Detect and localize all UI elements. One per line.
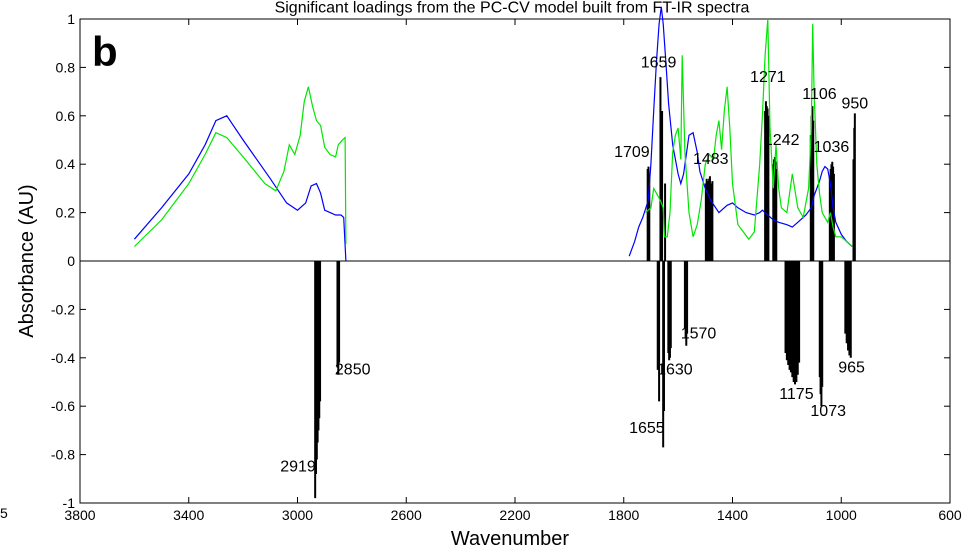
y-tick-label: 0.6 xyxy=(56,108,76,124)
peak-label: 2850 xyxy=(335,362,371,379)
x-tick-label: 2600 xyxy=(391,507,422,523)
peak-label: 1106 xyxy=(802,86,837,103)
chart-title: Significant loadings from the PC-CV mode… xyxy=(275,0,750,16)
y-tick-label: -1 xyxy=(63,495,76,511)
peak-label: 1242 xyxy=(764,132,800,149)
y-tick-label: -0.8 xyxy=(51,447,75,463)
peak-label: 1659 xyxy=(641,54,677,71)
x-axis-label: Wavenumber xyxy=(451,528,570,550)
x-axis: 3800 3400 3000 2600 2200 1800 1400 1000 600 xyxy=(64,19,962,523)
y-tick-label: -0.6 xyxy=(51,398,75,414)
peak-label: 1175 xyxy=(779,386,814,403)
x-tick-label: 2200 xyxy=(499,507,530,523)
peak-label: 2919 xyxy=(280,459,316,476)
peak-label: 1570 xyxy=(681,325,717,342)
peak-label: 1709 xyxy=(614,144,650,161)
y-tick-label: 0.4 xyxy=(56,156,76,172)
y-tick-label: -0.2 xyxy=(51,301,75,317)
peak-annotations: 1709 1659 1483 1271 1242 1106 1036 950 2850 2919 1… xyxy=(280,54,868,475)
series-line-1 xyxy=(628,6,853,257)
peak-label: 1036 xyxy=(814,139,850,156)
series-line-2 xyxy=(645,18,853,247)
stray-label: 5 xyxy=(0,505,8,521)
peak-label: 1655 xyxy=(629,420,665,437)
x-tick-label: 600 xyxy=(938,507,962,523)
y-tick-label: 0.2 xyxy=(56,205,76,221)
x-tick-label: 1800 xyxy=(608,507,639,523)
series-line-2 xyxy=(133,86,347,247)
y-tick-label: -0.4 xyxy=(51,350,75,366)
series-line-1 xyxy=(133,115,347,262)
y-tick-label: 0 xyxy=(67,253,75,269)
peak-label: 965 xyxy=(838,359,865,376)
loading-bars xyxy=(314,77,856,499)
x-tick-label: 1000 xyxy=(826,507,857,523)
peak-label: 1630 xyxy=(657,362,693,379)
peak-label: 950 xyxy=(841,96,868,113)
peak-label: 1271 xyxy=(750,69,786,86)
peak-label: 1073 xyxy=(810,403,846,420)
y-tick-label: 1 xyxy=(67,11,75,27)
y-axis-label: Absorbance (AU) xyxy=(16,184,38,337)
y-tick-label: 0.8 xyxy=(56,59,76,75)
x-tick-label: 3400 xyxy=(173,507,204,523)
x-tick-label: 3000 xyxy=(282,507,313,523)
x-tick-label: 3800 xyxy=(64,507,95,523)
peak-label: 1483 xyxy=(693,151,729,168)
y-axis: -1 -0.8 -0.6 -0.4 -0.2 0 0.2 0.4 0.6 0.8 1 xyxy=(51,11,950,511)
spectra-lines xyxy=(133,6,853,262)
panel-label: b xyxy=(92,28,118,75)
x-tick-label: 1400 xyxy=(717,507,748,523)
